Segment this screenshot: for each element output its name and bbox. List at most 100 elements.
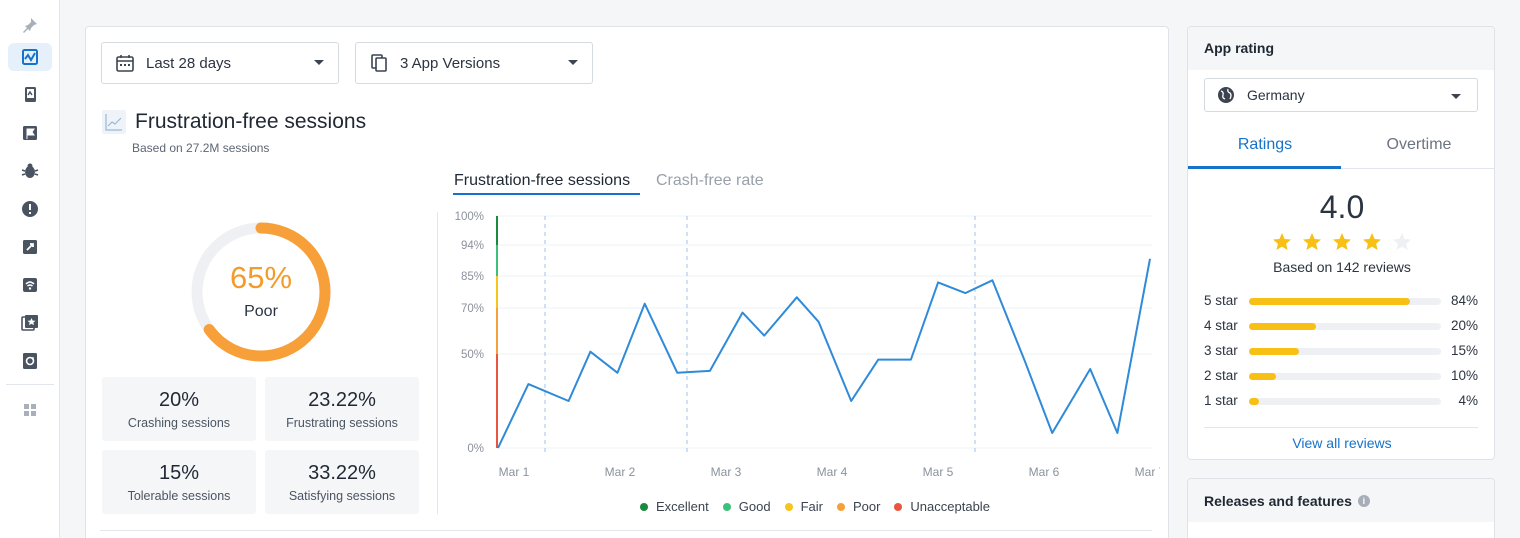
series-line <box>497 258 1151 449</box>
app-versions-dropdown[interactable]: 3 App Versions <box>355 42 593 84</box>
stat-satisfying: 33.22% Satisfying sessions <box>265 450 419 514</box>
legend-dot <box>722 502 731 511</box>
rating-row-percent: 20% <box>1450 318 1478 333</box>
chevron-down-icon <box>314 60 324 65</box>
y-tick-label: 94% <box>461 240 484 252</box>
x-tick-label: Mar 6 <box>1029 465 1060 479</box>
star-empty-icon <box>1393 233 1411 250</box>
stat-value: 20% <box>158 389 200 411</box>
rating-row-percent: 84% <box>1450 293 1478 308</box>
app-rating-title: App rating <box>1188 27 1494 70</box>
star-rating <box>1272 232 1412 252</box>
date-range-dropdown[interactable]: Last 28 days <box>101 42 339 84</box>
app-versions-label: 3 App Versions <box>400 54 501 72</box>
analytics-icon[interactable] <box>8 43 52 71</box>
x-tick-label: Mar 5 <box>923 465 954 479</box>
tab-ratings[interactable]: Ratings <box>1237 136 1293 153</box>
x-tick-label: Mar 3 <box>711 465 742 479</box>
stat-value: 23.22% <box>308 389 376 411</box>
alert-icon[interactable] <box>8 195 52 223</box>
grid-icon[interactable] <box>8 396 52 424</box>
bug-icon[interactable] <box>8 157 52 185</box>
rating-row-label: 3 star <box>1204 343 1238 358</box>
sessions-line-chart: 100% 94% 85% 70% 50% 0% Mar 1 Mar 2 Mar 3 Mar 4 Ma… <box>455 211 1160 479</box>
x-tick-label: Mar 1 <box>499 465 530 479</box>
rating-bar-track <box>1249 323 1441 330</box>
rocket-icon[interactable] <box>8 233 52 261</box>
stat-value: 15% <box>158 462 200 484</box>
legend-dot <box>640 502 648 511</box>
legend-dot <box>836 502 845 511</box>
tab-overtime[interactable]: Overtime <box>1386 136 1452 153</box>
country-dropdown[interactable]: Germany <box>1204 78 1478 112</box>
stat-frustrating: 23.22% Frustrating sessions <box>265 377 419 441</box>
view-all-reviews-link[interactable]: View all reviews <box>1292 435 1392 451</box>
rating-row-label: 2 star <box>1204 368 1238 383</box>
stat-value: 33.22% <box>308 462 376 484</box>
star-filled-icon <box>1363 233 1381 250</box>
rating-divider <box>1204 427 1478 428</box>
stat-label: Frustrating sessions <box>286 416 398 430</box>
date-range-label: Last 28 days <box>146 54 232 72</box>
chart-legend: Excellent Good Fair Poor Unacceptable <box>640 499 990 514</box>
chart-line-icon <box>102 110 126 134</box>
section-subtitle: Based on 27.2M sessions <box>132 141 270 155</box>
reviews-count: Based on 142 reviews <box>1273 259 1411 275</box>
rating-row: 2 star 10% <box>1204 368 1478 384</box>
country-label: Germany <box>1247 87 1305 103</box>
y-tick-label: 0% <box>467 443 484 455</box>
rating-row-percent: 15% <box>1450 343 1478 358</box>
rating-row: 3 star 15% <box>1204 343 1478 359</box>
rating-bar-fill <box>1249 373 1276 380</box>
legend-dot <box>894 502 903 511</box>
star-doc-icon[interactable] <box>8 309 52 337</box>
star-filled-icon <box>1273 233 1291 250</box>
donut-status: Poor <box>244 303 278 320</box>
chevron-down-icon <box>1451 94 1461 99</box>
tab-frustration-free[interactable]: Frustration-free sessions <box>454 172 631 189</box>
stat-label: Crashing sessions <box>127 416 231 430</box>
releases-card: Releases and features i <box>1187 478 1495 538</box>
star-filled-icon <box>1303 233 1321 250</box>
rating-bar-fill <box>1249 398 1259 405</box>
app-rating-card: App rating Germany Ratings Overtime 4.0 … <box>1187 26 1495 460</box>
rating-bar-track <box>1249 398 1441 405</box>
globe-icon <box>1217 86 1235 104</box>
panel-divider <box>437 212 438 514</box>
rating-bar-track <box>1249 298 1441 305</box>
releases-title: Releases and features <box>1204 492 1352 509</box>
rating-bar-track <box>1249 348 1441 355</box>
legend-item-excellent: Excellent <box>640 499 709 514</box>
pin-icon[interactable] <box>8 11 52 39</box>
y-tick-label: 85% <box>461 271 484 283</box>
sidebar-divider <box>6 384 54 385</box>
refresh-icon[interactable] <box>8 347 52 375</box>
rating-row-percent: 4% <box>1458 393 1478 408</box>
wifi-icon[interactable] <box>8 271 52 299</box>
device-icon[interactable] <box>8 81 52 109</box>
section-divider <box>100 530 1152 531</box>
rating-bar-fill <box>1249 323 1317 330</box>
donut-percent: 65% <box>229 260 293 295</box>
info-icon[interactable]: i <box>1357 494 1370 507</box>
rating-row: 5 star 84% <box>1204 293 1478 309</box>
stat-label: Satisfying sessions <box>288 489 396 503</box>
copy-icon <box>370 54 388 72</box>
legend-item-poor: Poor <box>836 499 880 514</box>
y-tick-label: 70% <box>461 303 484 315</box>
x-tick-label: Mar 7 <box>1135 465 1160 479</box>
frustration-free-donut <box>189 220 333 364</box>
rating-row: 1 star 4% <box>1204 393 1478 409</box>
section-title: Frustration-free sessions <box>135 110 367 133</box>
stat-label: Tolerable sessions <box>127 489 231 503</box>
stat-tolerable: 15% Tolerable sessions <box>102 450 256 514</box>
legend-label: Excellent <box>656 499 709 514</box>
rating-row-percent: 10% <box>1450 368 1478 383</box>
legend-label: Unacceptable <box>910 499 990 514</box>
average-rating: 4.0 <box>1319 189 1365 225</box>
x-tick-label: Mar 2 <box>605 465 636 479</box>
flag-icon[interactable] <box>8 119 52 147</box>
rating-bar-fill <box>1249 298 1411 305</box>
legend-label: Fair <box>800 499 823 514</box>
tab-crash-free-rate[interactable]: Crash-free rate <box>656 172 764 189</box>
